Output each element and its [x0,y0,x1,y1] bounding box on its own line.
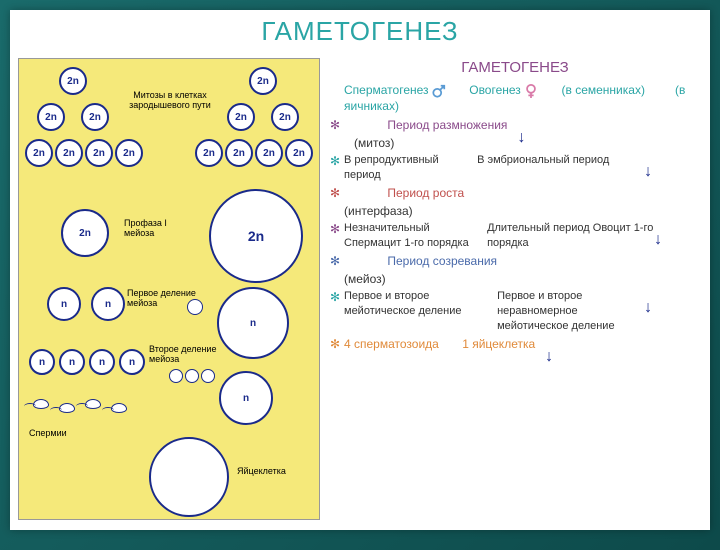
cell-2n: 2n [227,103,255,131]
cell-n-med: n [219,371,273,425]
p3-left: Первое и второе мейотическое деление [344,289,494,319]
period-3-title: Период созревания [387,254,497,268]
period-1-title: Период размножения [387,118,507,132]
cell-n: n [29,349,55,375]
sperm-icon [111,403,127,413]
ovo-label: Овогенез [469,83,521,97]
cell-2n: 2n [81,103,109,131]
period-3-sub: (мейоз) [330,271,700,287]
period-2: Период роста [330,185,700,201]
cell-n: n [59,349,85,375]
p2-left: Незначительный Спермацит 1-го порядка [344,221,484,251]
p3-right: Первое и второе неравномерное мейотическ… [497,289,647,334]
period-1-detail: В репродуктивный период В эмбриональный … [330,153,700,183]
cell-2n: 2n [225,139,253,167]
cell-2n: 2n [85,139,113,167]
period-1: Период размножения [330,117,700,133]
cell-2n: 2n [255,139,283,167]
period-2-title: Период роста [387,186,464,200]
sperm-icon [59,403,75,413]
cell-n: n [91,287,125,321]
label-mitosis: Митозы в клетках зародышевого пути [125,91,215,111]
polar-body [201,369,215,383]
period-2-sub: (интерфаза) [330,203,700,219]
sperm-label: Сперматогенез [344,83,429,97]
polar-body [185,369,199,383]
period-1-sub: (митоз) [330,135,700,151]
result-left: 4 сперматозоида [344,337,439,351]
cell-2n: 2n [59,67,87,95]
label-div2: Второе деление мейоза [149,345,219,365]
cell-2n: 2n [115,139,143,167]
cell-n-large: n [217,287,289,359]
cell-2n-large: 2n [61,209,109,257]
cell-2n: 2n [25,139,53,167]
cell-2n: 2n [249,67,277,95]
p1-right: В эмбриональный период [477,153,647,168]
label-prophase: Профаза I мейоза [124,219,194,239]
cell-2n: 2n [55,139,83,167]
period-3: Период созревания [330,253,700,269]
cell-2n: 2n [285,139,313,167]
cell-n: n [119,349,145,375]
p2-right: Длительный период Овоцит 1-го порядка [487,221,657,251]
sperm-loc: (в семенниках) [562,83,645,97]
cell-n: n [47,287,81,321]
slide: ГАМЕТОГЕНЕЗ 2n 2n 2n 2n 2n 2n Митозы в к… [10,10,710,530]
p1-left: В репродуктивный период [344,153,474,183]
cell-2n: 2n [271,103,299,131]
egg-cell [149,437,229,517]
subtitle: ГАМЕТОГЕНЕЗ [330,58,700,78]
period-2-detail: Незначительный Спермацит 1-го порядка Дл… [330,221,700,251]
female-icon [524,84,538,98]
header-line: Сперматогенез Овогенез (в семенниках) (в… [330,82,700,114]
cell-2n-xlarge: 2n [209,189,303,283]
cell-2n: 2n [195,139,223,167]
diagram-panel: 2n 2n 2n 2n 2n 2n Митозы в клетках зарод… [18,58,320,520]
period-3-detail: Первое и второе мейотическое деление Пер… [330,289,700,334]
label-sperm: Спермии [29,429,67,439]
polar-body [169,369,183,383]
label-div1: Первое деление мейоза [127,289,197,309]
result-line: 4 сперматозоида 1 яйцеклетка [330,336,700,352]
result-right: 1 яйцеклетка [462,337,535,351]
cell-2n: 2n [37,103,65,131]
label-egg: Яйцеклетка [237,467,286,477]
male-icon [432,84,446,98]
sperm-icon [85,399,101,409]
main-title: ГАМЕТОГЕНЕЗ [10,16,710,47]
content-panel: ГАМЕТОГЕНЕЗ Сперматогенез Овогенез (в се… [330,58,700,354]
cell-n: n [89,349,115,375]
sperm-icon [33,399,49,409]
